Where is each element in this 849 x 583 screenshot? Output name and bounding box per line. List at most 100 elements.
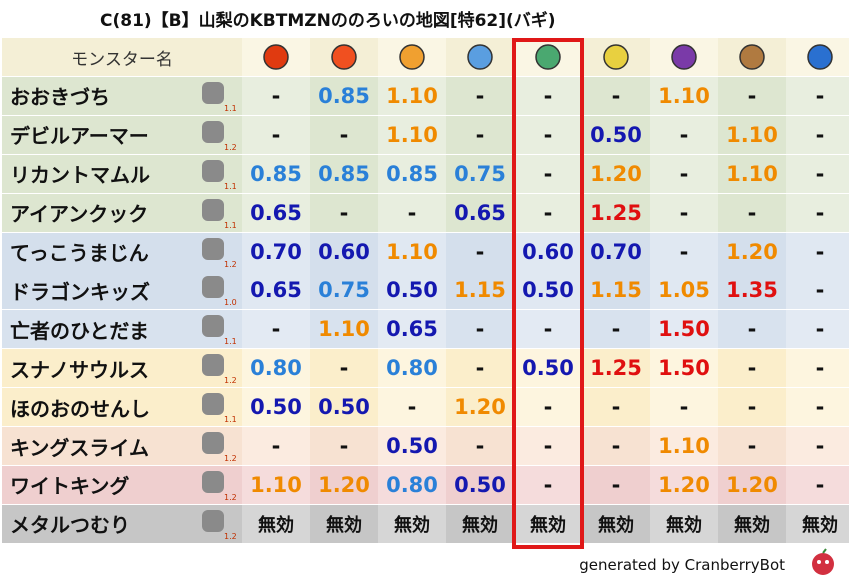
resist-cell: - — [514, 465, 582, 504]
resist-cell: - — [718, 349, 786, 388]
resist-cell: - — [514, 388, 582, 427]
resist-cell: - — [582, 76, 650, 115]
resist-cell: 1.15 — [582, 271, 650, 310]
resist-cell: 1.35 — [718, 271, 786, 310]
resist-cell: 0.60 — [310, 232, 378, 271]
resist-cell: - — [582, 427, 650, 465]
resist-cell: 無効 — [718, 504, 786, 543]
resist-cell: - — [242, 427, 310, 465]
resist-cell: 0.70 — [242, 232, 310, 271]
resist-cell: - — [310, 193, 378, 232]
level: 1.2 — [224, 259, 237, 269]
resist-cell: 1.50 — [650, 310, 718, 349]
resist-cell: - — [786, 193, 849, 232]
element-icon — [263, 44, 289, 70]
element-icon — [535, 44, 561, 70]
resist-cell: 0.50 — [378, 271, 446, 310]
resist-cell: 1.10 — [718, 154, 786, 193]
resist-cell: - — [650, 154, 718, 193]
monster-name: 亡者のひとだま 1.1 — [2, 310, 242, 349]
resist-cell: - — [514, 154, 582, 193]
resist-cell: - — [786, 388, 849, 427]
monster-name: キングスライム 1.2 — [2, 427, 242, 465]
level: 1.1 — [224, 181, 237, 191]
header-icon — [378, 38, 446, 76]
level: 1.1 — [224, 220, 237, 230]
monster-icon — [202, 393, 224, 416]
resist-cell: 0.50 — [378, 427, 446, 465]
resist-cell: - — [446, 232, 514, 271]
bot-icon — [812, 548, 834, 575]
resist-cell: 無効 — [310, 504, 378, 543]
level: 1.2 — [224, 492, 237, 502]
header-icon — [310, 38, 378, 76]
monster-icon — [202, 159, 224, 182]
resist-cell: - — [786, 271, 849, 310]
element-icon — [603, 44, 629, 70]
resist-cell: 1.20 — [446, 388, 514, 427]
resist-cell: - — [514, 310, 582, 349]
resist-cell: 1.10 — [650, 427, 718, 465]
resist-cell: 0.85 — [242, 154, 310, 193]
resist-cell: 0.50 — [310, 388, 378, 427]
resist-cell: 1.20 — [718, 232, 786, 271]
monster-name: スナノサウルス 1.2 — [2, 349, 242, 388]
header-icon — [718, 38, 786, 76]
resist-cell: - — [242, 310, 310, 349]
level: 1.2 — [224, 142, 237, 152]
resist-cell: - — [514, 76, 582, 115]
resist-cell: - — [242, 76, 310, 115]
resist-cell: 0.75 — [310, 271, 378, 310]
resist-cell: 無効 — [650, 504, 718, 543]
resist-cell: 1.10 — [242, 465, 310, 504]
monster-icon — [202, 198, 224, 221]
resist-cell: 1.25 — [582, 193, 650, 232]
resist-cell: - — [718, 193, 786, 232]
resist-cell: - — [446, 349, 514, 388]
monster-icon — [202, 237, 224, 260]
resist-cell: 0.80 — [378, 465, 446, 504]
monster-name: ドラゴンキッズ 1.0 — [2, 271, 242, 310]
header-icon — [514, 38, 582, 76]
resist-cell: - — [786, 349, 849, 388]
resist-cell: 0.65 — [242, 271, 310, 310]
resist-cell: - — [650, 193, 718, 232]
monster-name: リカントマムル 1.1 — [2, 154, 242, 193]
resist-cell: 無効 — [514, 504, 582, 543]
monster-name: メタルつむり 1.2 — [2, 504, 242, 543]
resist-cell: - — [310, 427, 378, 465]
resist-cell: - — [582, 388, 650, 427]
resist-cell: 1.10 — [378, 232, 446, 271]
monster-name: デビルアーマー 1.2 — [2, 115, 242, 154]
level: 1.1 — [224, 415, 237, 425]
monster-name: アイアンクック 1.1 — [2, 193, 242, 232]
resist-cell: - — [786, 427, 849, 465]
resist-cell: 0.65 — [378, 310, 446, 349]
title: C(81)【B】山梨のKBTMZNののろいの地図[特62](バギ) — [100, 11, 556, 31]
element-icon — [671, 44, 697, 70]
resist-cell: - — [718, 76, 786, 115]
element-icon — [467, 44, 493, 70]
header-icon — [650, 38, 718, 76]
resist-cell: 1.50 — [650, 349, 718, 388]
resist-cell: 1.10 — [378, 76, 446, 115]
resist-cell: 1.20 — [310, 465, 378, 504]
resist-cell: - — [514, 193, 582, 232]
level: 1.2 — [224, 531, 237, 541]
resist-cell: - — [718, 310, 786, 349]
monster-icon — [202, 120, 224, 143]
resist-cell: 0.50 — [582, 115, 650, 154]
header-icon — [786, 38, 849, 76]
header-name: モンスター名 — [2, 38, 242, 76]
header-icon — [446, 38, 514, 76]
resist-cell: 0.85 — [310, 154, 378, 193]
resist-cell: - — [650, 232, 718, 271]
resist-cell: 1.10 — [378, 115, 446, 154]
resist-cell: - — [650, 388, 718, 427]
resist-cell: 0.80 — [242, 349, 310, 388]
monster-icon — [202, 315, 224, 338]
resist-cell: - — [514, 115, 582, 154]
monster-icon — [202, 470, 224, 493]
resist-cell: 0.50 — [446, 465, 514, 504]
